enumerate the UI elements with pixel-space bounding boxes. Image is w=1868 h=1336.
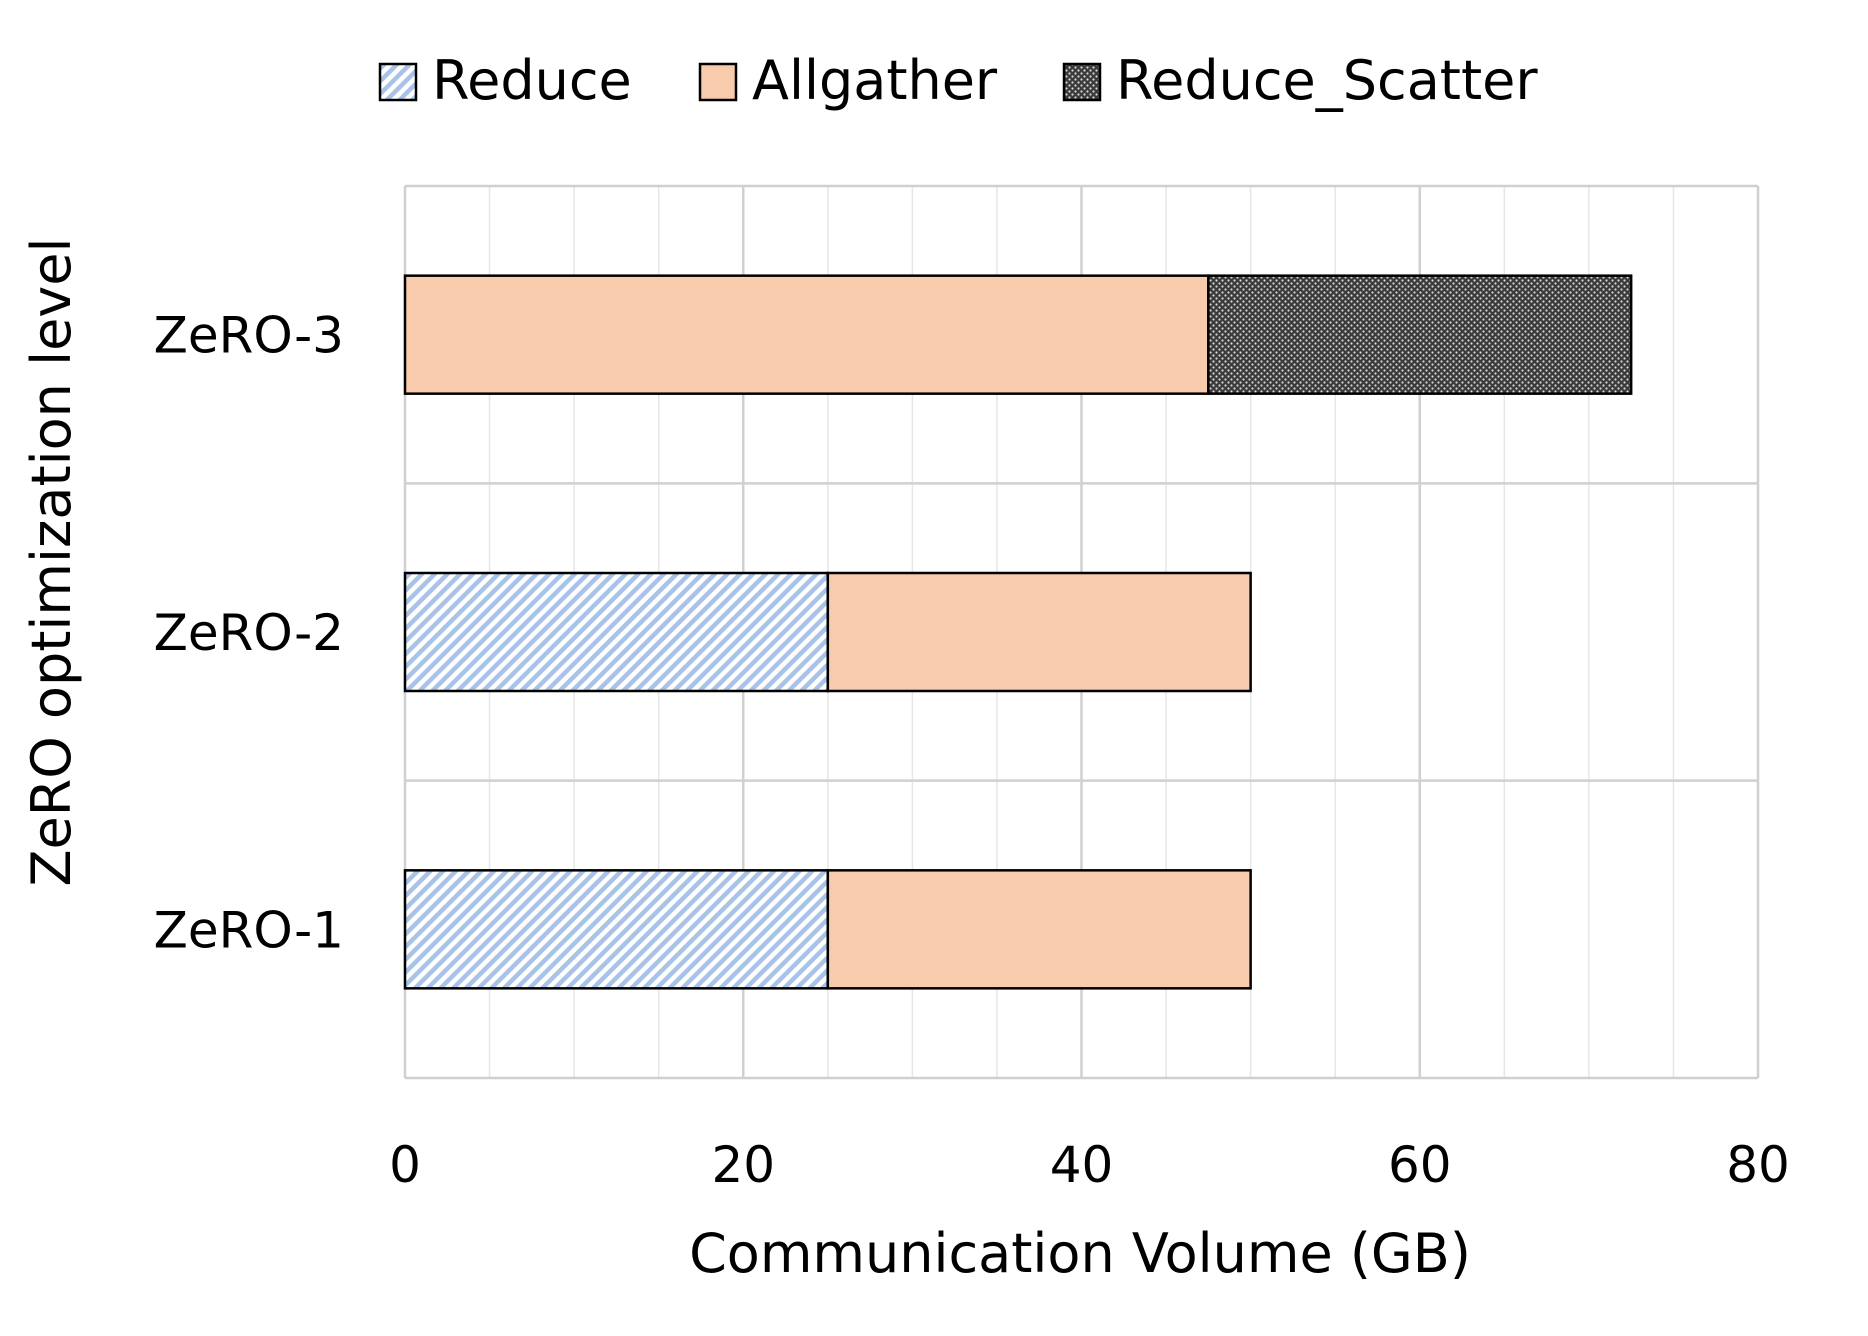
x-tick-label: 60: [1388, 1136, 1452, 1194]
bar-reduce-zero-2: [403, 571, 830, 693]
category-label: ZeRO-1: [154, 901, 344, 959]
x-tick-label: 40: [1050, 1136, 1114, 1194]
legend-label: Allgather: [752, 49, 998, 112]
x-axis-title: Communication Volume (GB): [689, 1222, 1471, 1285]
x-tick-labels: 0 20 40 60 80: [389, 1136, 1790, 1194]
legend: Reduce Allgather Reduce_Scatter: [378, 49, 1538, 112]
bar-reduce-scatter-zero-3: [1207, 274, 1633, 395]
bar-allgather-zero-1: [826, 869, 1252, 990]
legend-label: Reduce_Scatter: [1116, 49, 1538, 112]
legend-swatch-allgather: [698, 62, 738, 102]
x-tick-label: 0: [389, 1136, 421, 1194]
category-labels: ZeRO-3 ZeRO-2 ZeRO-1: [154, 307, 344, 960]
x-tick-label: 20: [711, 1136, 775, 1194]
legend-swatch-reduce-scatter: [1062, 62, 1102, 102]
y-axis-title: ZeRO optimization level: [20, 238, 83, 887]
legend-swatch-reduce: [378, 62, 418, 102]
bar-allgather-zero-3: [403, 274, 1210, 395]
category-label: ZeRO-3: [154, 307, 344, 365]
bar-segments: [403, 274, 1633, 990]
bar-reduce-zero-1: [403, 869, 830, 990]
category-label: ZeRO-2: [154, 604, 344, 662]
bar-allgather-zero-2: [826, 571, 1252, 693]
x-tick-label: 80: [1726, 1136, 1790, 1194]
legend-label: Reduce: [432, 49, 632, 112]
